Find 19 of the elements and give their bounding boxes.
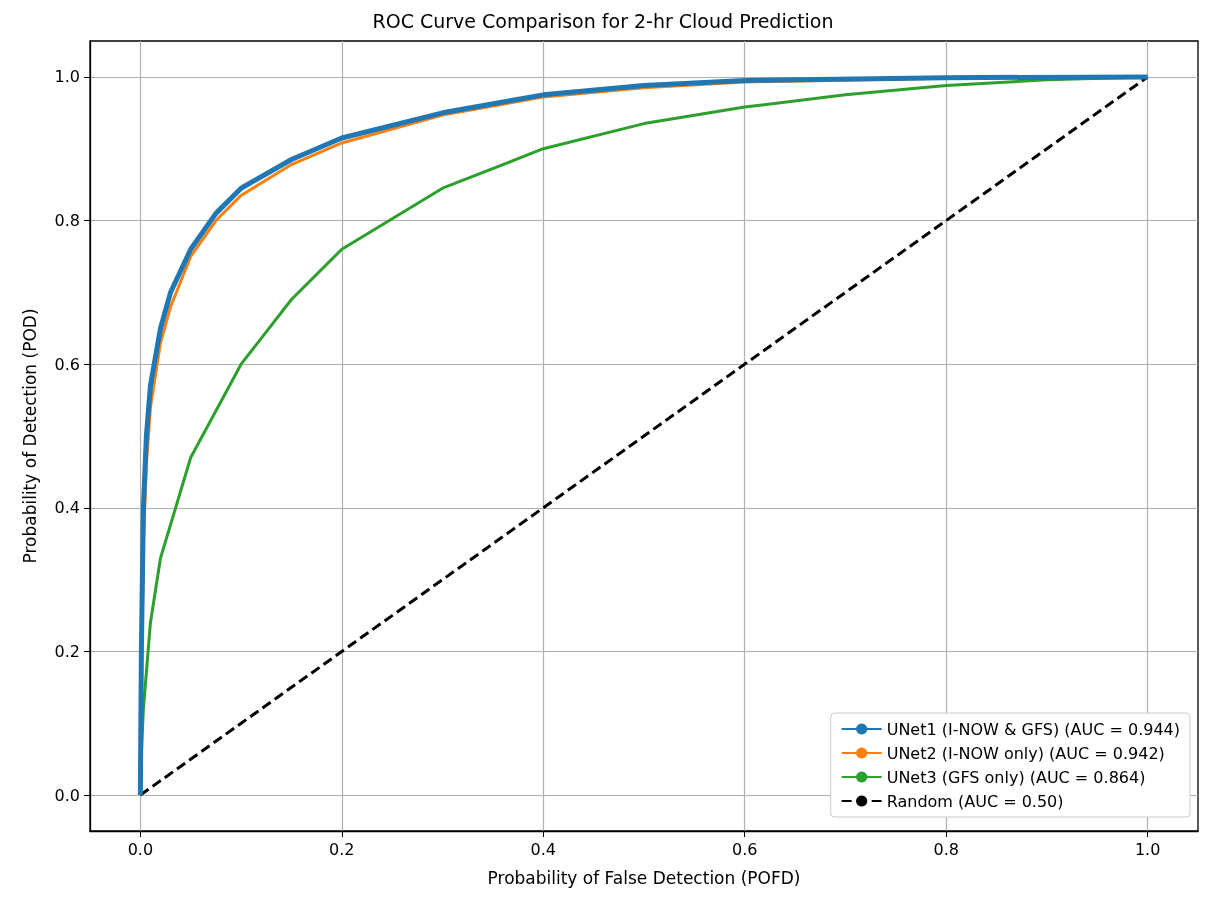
y-tick-label: 0.4 [54,498,80,518]
x-tick-label: 0.4 [530,839,556,859]
chart-title: ROC Curve Comparison for 2-hr Cloud Prediction [372,9,834,32]
x-tick-label: 0.6 [732,839,758,859]
x-tick-label: 1.0 [1134,839,1161,859]
x-tick-label: 0.0 [127,839,154,859]
legend-label: UNet3 (GFS only) (AUC = 0.864) [886,767,1146,787]
y-tick-label: 0.2 [54,641,80,661]
x-tick-label: 0.8 [933,839,959,859]
x-axis-title: Probability of False Detection (POFD) [487,867,801,888]
y-axis-title: Probability of Detection (POD) [19,308,40,564]
x-tick-label: 0.2 [329,839,355,859]
y-tick-label: 0.8 [54,211,80,231]
y-tick-label: 0.6 [54,354,80,374]
y-tick-label: 1.0 [54,67,80,87]
legend-label: UNet1 (I-NOW & GFS) (AUC = 0.944) [886,719,1180,739]
y-tick-label: 0.0 [54,785,80,805]
legend-label: UNet2 (I-NOW only) (AUC = 0.942) [886,743,1165,763]
legend-label: Random (AUC = 0.50) [886,791,1064,811]
